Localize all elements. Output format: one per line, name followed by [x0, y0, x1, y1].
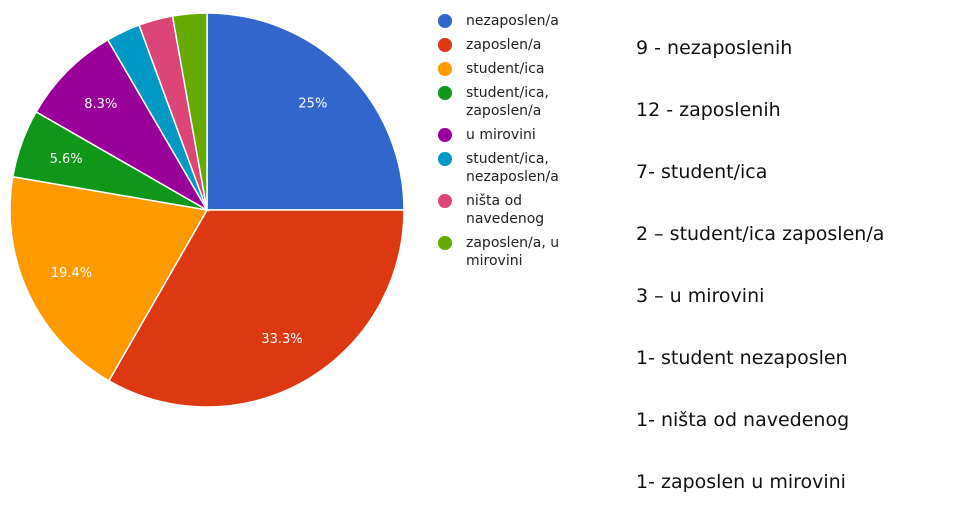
pie-slice [9, 175, 209, 382]
pie-chart: 25% 33.3% 19.4% 5.6% 8.3% [9, 12, 405, 408]
pie-slice [171, 12, 208, 211]
legend-item: ništa od navedenog [438, 192, 568, 228]
legend-swatch [438, 194, 452, 208]
legend-item: student/ica, nezaposlen/a [438, 150, 568, 186]
annotation: 1- zaposlen u mirovini [636, 471, 846, 493]
pie-slice [107, 209, 405, 408]
legend-swatch [438, 236, 452, 250]
legend-label: nezaposlen/a [466, 13, 559, 29]
legend-label: student/ica, zaposlen/a [466, 85, 549, 119]
legend-label: student/ica, nezaposlen/a [466, 151, 559, 185]
legend-item: u mirovini [438, 126, 568, 144]
legend-label: zaposlen/a [466, 37, 542, 53]
annotation: 1- ništa od navedenog [636, 409, 850, 431]
data-label: 5.6% [50, 152, 83, 167]
legend-item: student/ica, zaposlen/a [438, 84, 568, 120]
data-label: 25% [298, 97, 327, 112]
legend-label: ništa od navedenog [466, 193, 545, 227]
data-label: 33.3% [261, 332, 302, 347]
annotation: 2 – student/ica zaposlen/a [636, 223, 885, 245]
legend-item: zaposlen/a [438, 36, 568, 54]
legend-swatch [438, 14, 452, 28]
data-label: 19.4% [51, 266, 92, 281]
pie-slice [206, 12, 405, 211]
legend-label: u mirovini [466, 127, 536, 143]
annotation: 1- student nezaposlen [636, 347, 848, 369]
legend-swatch [438, 128, 452, 142]
annotation: 3 – u mirovini [636, 285, 765, 307]
legend-label: zaposlen/a, u mirovini [466, 235, 560, 269]
legend-label: student/ica [466, 61, 545, 77]
notes: 9 - nezaposlenih 12 - zaposlenih 7- studen… [636, 34, 884, 527]
legend-swatch [438, 62, 452, 76]
legend-swatch [438, 86, 452, 100]
pie-slice [35, 38, 210, 213]
legend-item: nezaposlen/a [438, 12, 568, 30]
legend-swatch [438, 38, 452, 52]
data-label: 8.3% [84, 97, 117, 112]
legend-item: student/ica [438, 60, 568, 78]
annotation: 9 - nezaposlenih [636, 37, 793, 59]
legend: nezaposlen/a zaposlen/a student/ica student… [438, 12, 568, 276]
legend-item: zaposlen/a, u mirovini [438, 234, 568, 270]
legend-swatch [438, 152, 452, 166]
annotation: 7- student/ica [636, 161, 768, 183]
annotation: 12 - zaposlenih [636, 99, 781, 121]
